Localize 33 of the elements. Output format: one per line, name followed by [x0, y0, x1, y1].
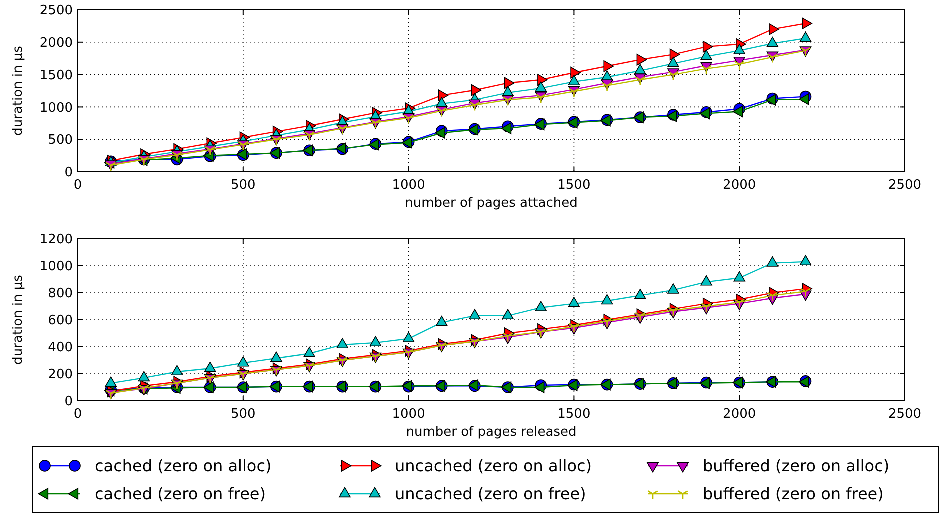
legend-label: uncached (zero on free) [395, 484, 586, 504]
y-tick-label: 1500 [40, 68, 73, 84]
x-tick-label: 2000 [723, 178, 756, 193]
y-tick-label: 500 [48, 133, 73, 148]
x-axis-title: number of pages released [406, 425, 577, 440]
y-tick-label: 1200 [40, 232, 73, 248]
legend-label: buffered (zero on free) [703, 484, 884, 504]
y-tick-label: 400 [48, 340, 73, 356]
legend-label: cached (zero on alloc) [95, 456, 272, 476]
x-tick-label: 1000 [392, 407, 426, 422]
y-tick-label: 600 [48, 314, 73, 329]
y-axis-title: duration in µs [11, 46, 26, 136]
y-axis-title: duration in µs [11, 274, 26, 365]
x-tick-label: 2000 [723, 407, 756, 422]
x-tick-label: 2500 [888, 178, 922, 193]
y-tick-label: 2500 [40, 4, 73, 19]
x-tick-label: 1500 [558, 407, 591, 422]
y-tick-label: 2000 [40, 36, 73, 51]
legend-label: buffered (zero on alloc) [703, 456, 890, 476]
x-tick-label: 2500 [888, 407, 922, 422]
y-tick-label: 1000 [40, 100, 73, 116]
y-tick-label: 0 [64, 394, 73, 410]
x-tick-label: 500 [230, 178, 256, 193]
y-tick-label: 1000 [40, 260, 73, 275]
x-tick-label: 500 [230, 407, 256, 422]
y-tick-label: 800 [48, 286, 73, 302]
legend-label: uncached (zero on alloc) [395, 456, 592, 476]
y-tick-label: 200 [48, 368, 73, 383]
y-tick-label: 0 [64, 166, 73, 181]
x-axis-title: number of pages attached [405, 196, 578, 211]
x-tick-label: 1500 [558, 178, 591, 193]
legend-label: cached (zero on free) [95, 484, 266, 504]
x-tick-label: 1000 [392, 178, 426, 193]
